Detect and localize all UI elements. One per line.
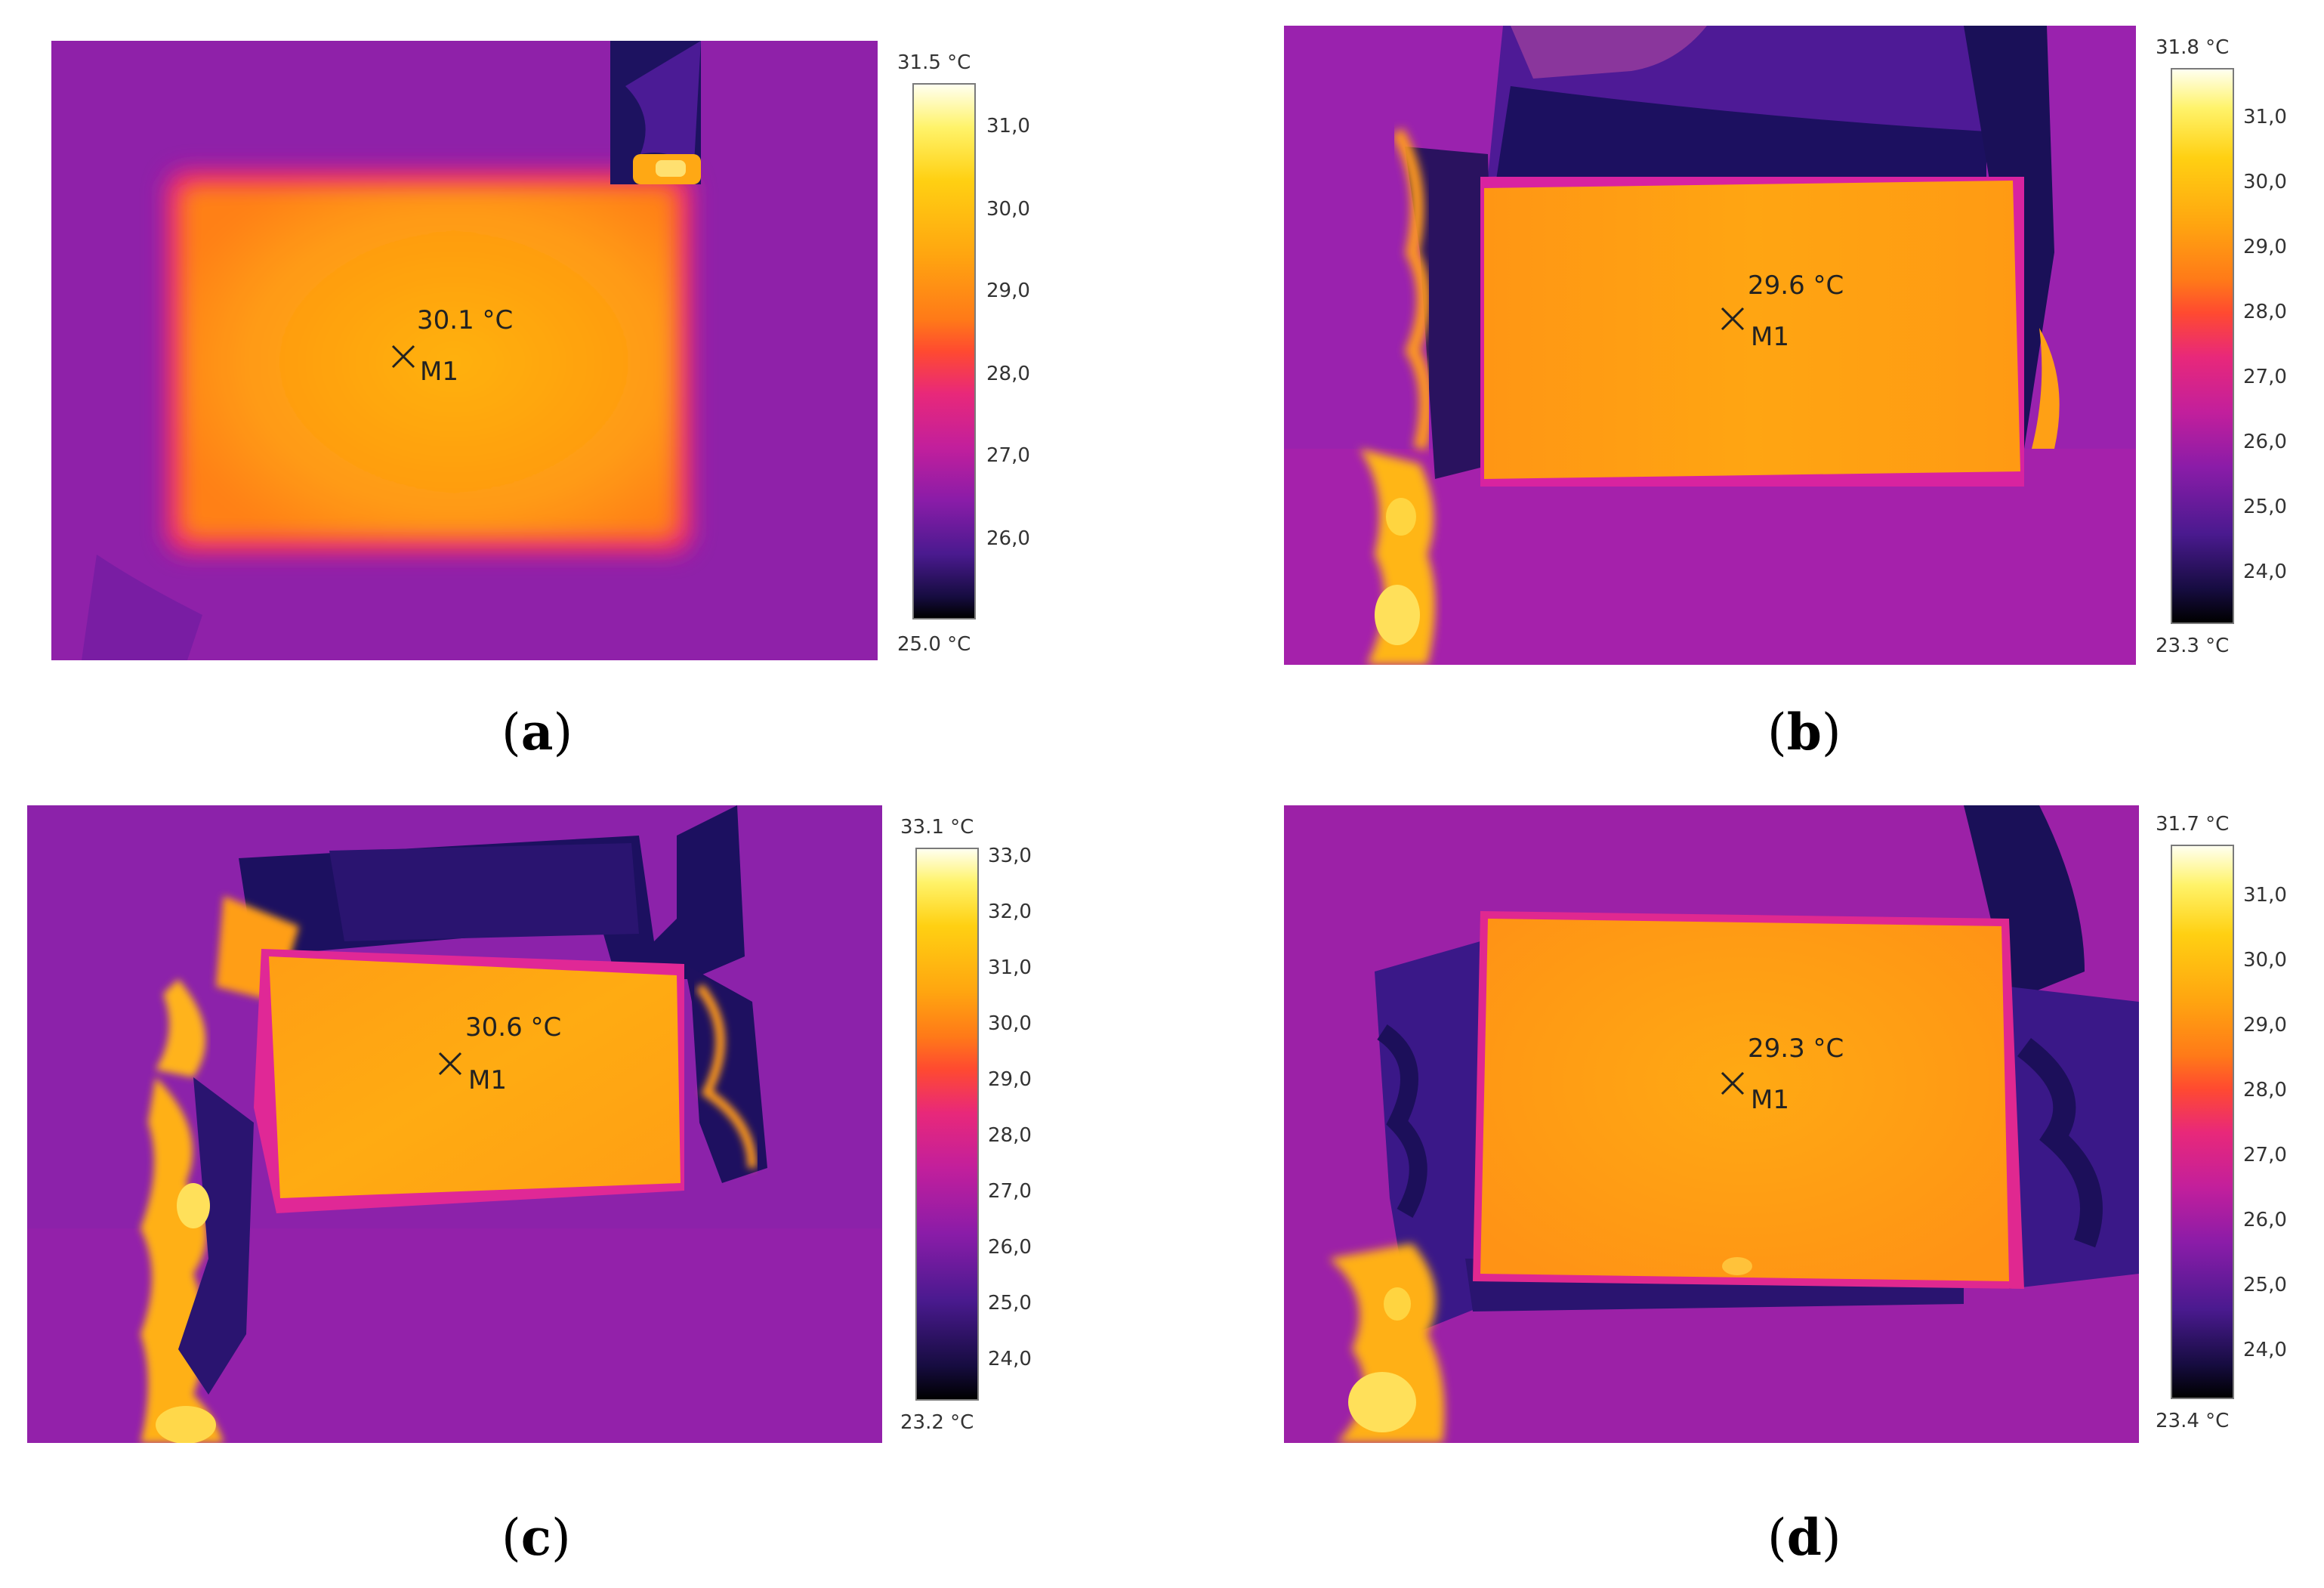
measurement-marker-icon: [390, 343, 417, 373]
scale-tick: 24,0: [2243, 561, 2287, 583]
scale-tick: 31,0: [2243, 884, 2287, 907]
scale-min-label: 23.4 °C: [2156, 1410, 2230, 1432]
marker-label: M1: [1751, 322, 1789, 352]
marker-label: M1: [468, 1065, 507, 1095]
color-scale-bar: [912, 83, 976, 619]
scale-tick: 25,0: [2243, 496, 2287, 518]
scale-tick: 30,0: [2243, 171, 2287, 193]
temperature-readout: 30.6 °C: [465, 1012, 562, 1043]
scale-max-label: 31.7 °C: [2156, 813, 2230, 836]
temperature-readout: 30.1 °C: [417, 305, 514, 335]
scale-tick: 26,0: [2243, 1209, 2287, 1231]
thermal-image-d: [1284, 805, 2139, 1443]
thermal-image-b: [1284, 26, 2136, 665]
scale-tick: 29,0: [986, 280, 1030, 302]
scale-tick: 24,0: [2243, 1339, 2287, 1361]
color-scale-bar: [2171, 68, 2234, 624]
panel-caption: (d): [1767, 1508, 1841, 1567]
measurement-marker-icon: [437, 1050, 464, 1080]
color-scale-bar: [915, 848, 979, 1401]
scale-tick: 29,0: [988, 1068, 1032, 1091]
scale-tick: 25,0: [988, 1292, 1032, 1315]
scale-tick: 31,0: [988, 956, 1032, 979]
scale-tick: 28,0: [988, 1124, 1032, 1147]
temperature-readout: 29.3 °C: [1748, 1033, 1844, 1064]
thermal-image-a: [51, 41, 878, 660]
scale-tick: 25,0: [2243, 1274, 2287, 1296]
color-scale-bar: [2171, 845, 2234, 1399]
marker-label: M1: [420, 357, 458, 387]
panel-caption: (b): [1767, 703, 1841, 762]
scale-tick: 27,0: [988, 1180, 1032, 1203]
scale-tick: 30,0: [986, 198, 1030, 221]
scale-tick: 26,0: [2243, 431, 2287, 453]
scale-tick: 27,0: [2243, 366, 2287, 388]
scale-tick: 30,0: [2243, 949, 2287, 972]
scale-tick: 32,0: [988, 901, 1032, 923]
scale-tick: 28,0: [2243, 1079, 2287, 1101]
scale-min-label: 23.3 °C: [2156, 635, 2230, 657]
scale-max-label: 33.1 °C: [900, 816, 974, 839]
scale-tick: 29,0: [2243, 236, 2287, 258]
marker-label: M1: [1751, 1085, 1789, 1115]
scale-tick: 31,0: [986, 115, 1030, 137]
scale-tick: 28,0: [986, 363, 1030, 385]
scale-max-label: 31.8 °C: [2156, 36, 2230, 59]
scale-tick: 26,0: [986, 527, 1030, 550]
thermal-image-c: [27, 805, 882, 1443]
temperature-readout: 29.6 °C: [1748, 270, 1844, 301]
scale-tick: 26,0: [988, 1236, 1032, 1259]
scale-tick: 29,0: [2243, 1014, 2287, 1037]
scale-tick: 30,0: [988, 1012, 1032, 1035]
scale-tick: 24,0: [988, 1348, 1032, 1370]
scale-tick: 31,0: [2243, 106, 2287, 128]
scale-max-label: 31.5 °C: [897, 51, 971, 74]
panel-caption: (c): [502, 1508, 571, 1567]
scale-min-label: 25.0 °C: [897, 633, 971, 656]
scale-tick: 28,0: [2243, 301, 2287, 323]
measurement-marker-icon: [1719, 305, 1746, 335]
scale-min-label: 23.2 °C: [900, 1411, 974, 1434]
panel-caption: (a): [502, 703, 573, 762]
measurement-marker-icon: [1719, 1070, 1746, 1100]
scale-tick: 33,0: [988, 845, 1032, 867]
scale-tick: 27,0: [986, 444, 1030, 467]
scale-tick: 27,0: [2243, 1144, 2287, 1166]
